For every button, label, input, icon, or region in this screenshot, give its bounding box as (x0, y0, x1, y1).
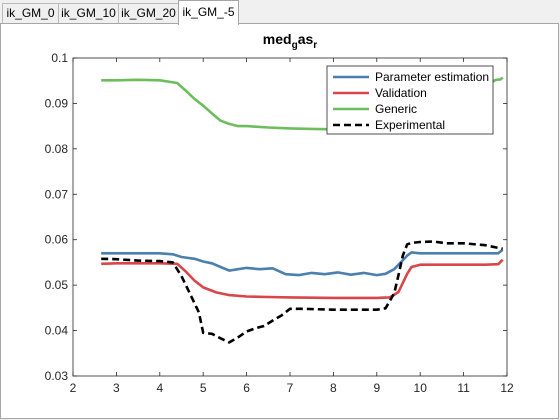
tab-ik-gm-0[interactable]: ik_GM_0 (2, 3, 59, 23)
x-tick-label: 4 (156, 381, 163, 395)
title-sub2: r (313, 40, 317, 51)
title-mid: as (298, 31, 314, 47)
chart-canvas: 2 3 4 5 6 7 8 9 10 11 12 0.03 0.04 0.05 0.06 0.07 0.08 0… (1, 24, 558, 418)
x-tick-label: 10 (414, 381, 428, 395)
tab-bar: ik_GM_0 ik_GM_10 ik_GM_20 ik_GM_-5 (0, 0, 560, 24)
chart-title: medgasr (263, 31, 317, 51)
tab-ik-gm-minus-5[interactable]: ik_GM_-5 (178, 0, 239, 25)
x-tick-label: 6 (243, 381, 250, 395)
title-base: med (263, 31, 292, 47)
x-tick-label: 2 (70, 381, 77, 395)
y-tick-label: 0.03 (45, 369, 69, 383)
figure-panel: 2 3 4 5 6 7 8 9 10 11 12 0.03 0.04 0.05 0.06 0.07 0.08 0… (0, 23, 559, 419)
x-tick-label: 5 (200, 381, 207, 395)
tab-ik-gm-20[interactable]: ik_GM_20 (118, 3, 179, 23)
x-tick-label: 3 (113, 381, 120, 395)
tab-ik-gm-10[interactable]: ik_GM_10 (58, 3, 119, 23)
legend-label: Experimental (375, 118, 445, 132)
x-tick-label: 12 (500, 381, 514, 395)
y-tick-label: 0.07 (45, 187, 69, 201)
legend-label: Generic (375, 102, 417, 116)
y-tick-label: 0.05 (45, 278, 69, 292)
x-tick-label: 11 (457, 381, 470, 395)
y-tick-label: 0.09 (45, 96, 69, 110)
y-tick-label: 0.06 (45, 233, 69, 247)
y-tick-label: 0.04 (45, 324, 69, 338)
x-tick-label: 8 (330, 381, 337, 395)
y-tick-label: 0.08 (45, 142, 69, 156)
legend: Parameter estimation Validation Generic Exp… (327, 66, 493, 134)
x-tick-label: 9 (373, 381, 380, 395)
y-tick-label: 0.1 (51, 51, 68, 65)
x-tick-label: 7 (287, 381, 294, 395)
legend-label: Validation (375, 86, 427, 100)
legend-label: Parameter estimation (375, 70, 489, 84)
